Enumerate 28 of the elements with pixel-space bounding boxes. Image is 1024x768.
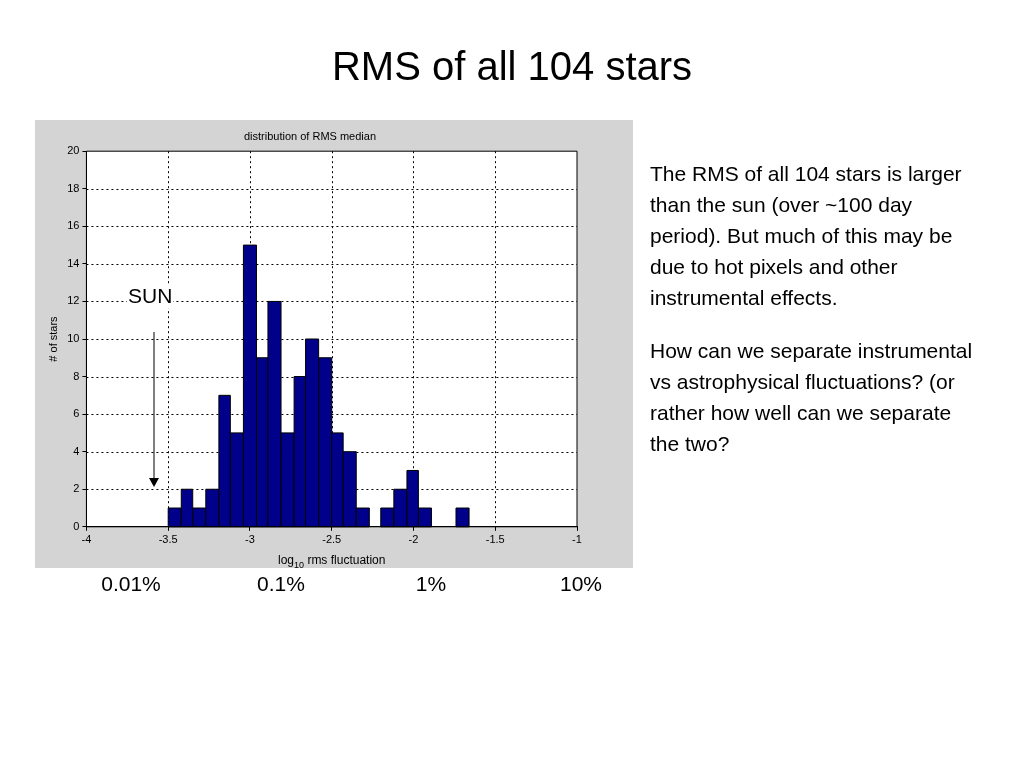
y-tick-label: 10 [67,332,80,345]
x-tick-label: -3.5 [158,533,178,546]
y-tick-label: 12 [67,294,80,307]
x-tick-label: -2.5 [322,533,342,546]
y-tick-label: 20 [67,144,80,157]
y-tick-label: 4 [73,444,80,457]
y-tick-label: 14 [67,256,80,269]
x-tick-label: -4 [81,533,92,546]
text: How can we separate instrumental vs astrophysical fluctuations? (or rather how well can we separate the two? [650,338,974,457]
y-tick-label: 0 [73,519,80,532]
text: 1% [415,572,447,596]
text: The RMS of all 104 stars is larger than the sun (over ~100 day period). But much of this may be due to hot pixels and other instrumental effects. [650,161,963,311]
chart-subtitle: distribution of RMS median [243,129,377,142]
x-tick-label: -1 [572,533,582,546]
y-tick-label: 16 [67,219,80,232]
text: 10% [559,572,603,596]
y-tick-label: 2 [73,482,80,495]
text: 0.1% [257,572,305,596]
y-tick-label: 6 [73,407,80,420]
chart-title: RMS of all 104 stars [330,44,694,89]
annotation: SUN [127,284,174,308]
y-axis-title: # of stars [46,315,59,362]
x-tick-label: -2 [408,533,419,546]
text: 0.01% [101,572,161,596]
x-tick-label: -1.5 [485,533,505,546]
y-tick-label: 8 [73,369,80,382]
y-tick-label: 18 [67,181,80,194]
x-tick-label: -3 [245,533,255,546]
